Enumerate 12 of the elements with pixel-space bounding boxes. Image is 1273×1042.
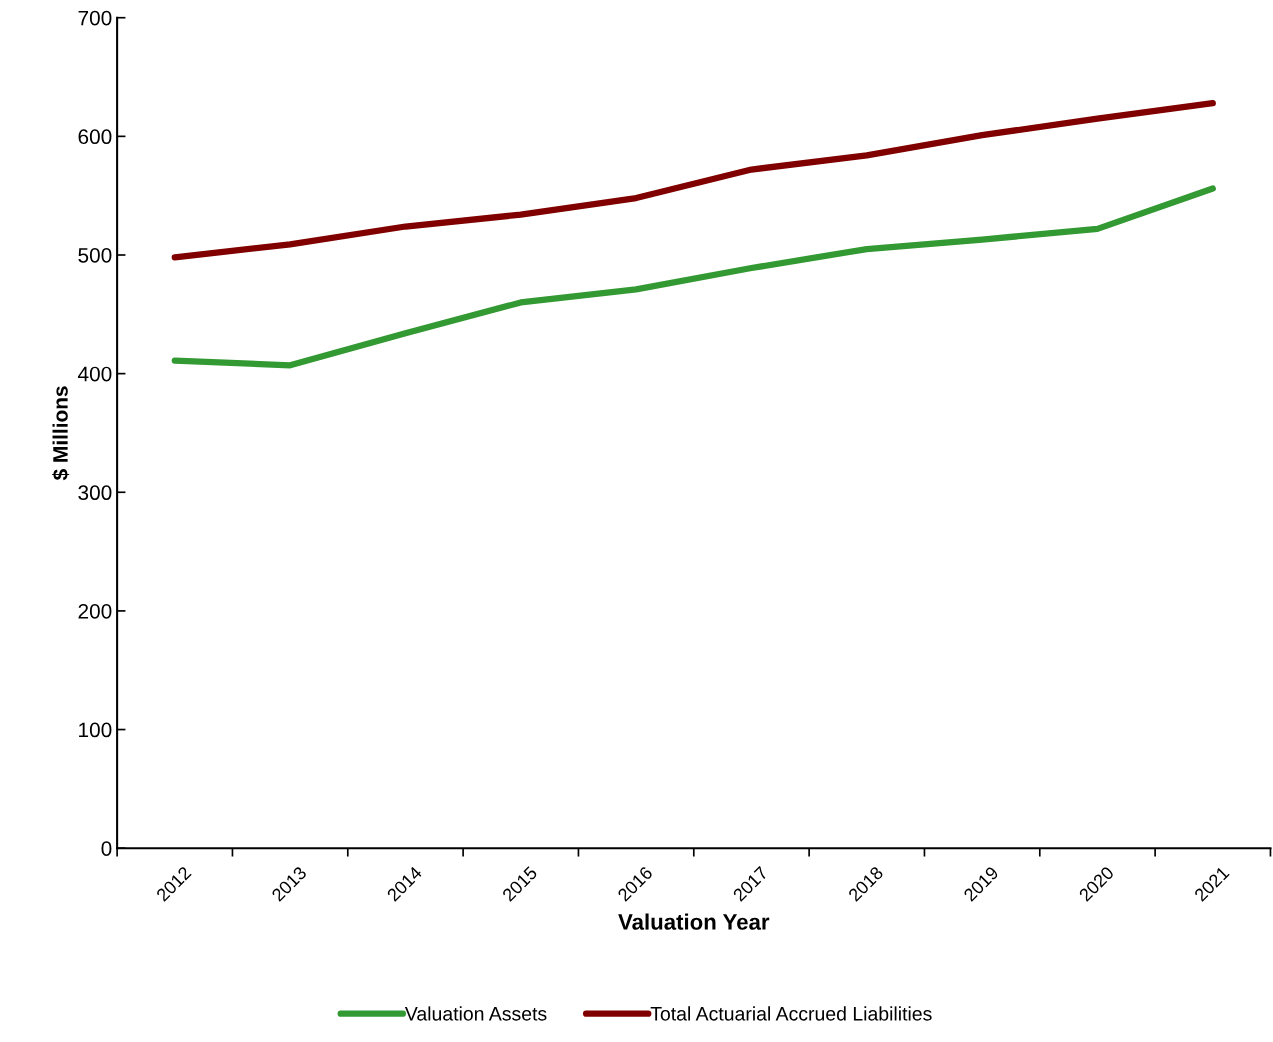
legend-label: Valuation Assets [404, 1006, 547, 1021]
y-tick-label: 300 [78, 485, 112, 501]
y-tick-label: 200 [78, 603, 112, 619]
y-tick-label: 100 [79, 722, 112, 738]
y-tick-label: 700 [78, 10, 112, 26]
y-tick-label: 0 [101, 841, 112, 856]
y-tick-label: 500 [78, 247, 112, 263]
legend-label: Total Actuarial Accrued Liabilities [650, 1006, 932, 1021]
y-tick-label: 600 [78, 129, 112, 145]
y-axis-title: $ Millions [52, 386, 70, 481]
x-axis-title: Valuation Year [618, 913, 770, 930]
y-tick-label: 400 [77, 366, 112, 382]
